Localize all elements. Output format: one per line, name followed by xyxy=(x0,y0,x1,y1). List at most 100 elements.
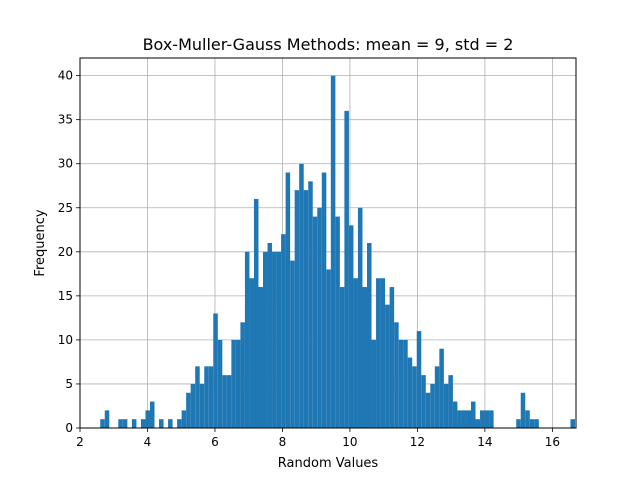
histogram-bar xyxy=(439,348,444,428)
histogram-bar xyxy=(321,172,327,428)
y-tick-label: 0 xyxy=(65,421,73,435)
histogram-bar xyxy=(443,383,449,428)
x-tick-label: 8 xyxy=(279,435,287,449)
histogram-bar xyxy=(434,366,440,428)
histogram-bar xyxy=(231,339,236,428)
histogram-bar xyxy=(421,375,426,428)
histogram-bar xyxy=(122,419,128,428)
histogram-bar xyxy=(290,260,295,428)
histogram-bar xyxy=(235,339,241,428)
y-tick-label: 40 xyxy=(58,69,73,83)
histogram-bar xyxy=(371,339,377,428)
y-tick-label: 30 xyxy=(58,157,73,171)
histogram-bar xyxy=(100,419,105,428)
histogram-bar xyxy=(258,287,264,428)
histogram-bars xyxy=(100,75,575,428)
histogram-bar xyxy=(484,410,490,428)
x-tick-label: 6 xyxy=(211,435,219,449)
histogram-bar xyxy=(385,304,390,428)
x-tick-label: 14 xyxy=(477,435,492,449)
histogram-bar xyxy=(159,419,164,428)
y-tick-label: 5 xyxy=(65,377,73,391)
histogram-bar xyxy=(357,207,363,428)
histogram-bar xyxy=(226,375,232,428)
y-tick-label: 10 xyxy=(58,333,73,347)
histogram-bar xyxy=(267,243,273,428)
histogram-bar xyxy=(457,410,462,428)
x-tick-label: 12 xyxy=(410,435,425,449)
histogram-bar xyxy=(326,269,331,428)
histogram-bar xyxy=(244,251,250,428)
histogram-bar xyxy=(104,410,110,428)
histogram-bar xyxy=(118,419,123,428)
y-tick-label: 15 xyxy=(58,289,73,303)
histogram-bar xyxy=(186,392,191,428)
histogram-bar xyxy=(398,339,404,428)
x-tick-label: 16 xyxy=(545,435,560,449)
histogram-bar xyxy=(199,383,205,428)
histogram-bar xyxy=(263,251,268,428)
histogram-bar xyxy=(452,401,458,428)
histogram-bar xyxy=(339,287,345,428)
histogram-bar xyxy=(516,419,521,428)
histogram-bar xyxy=(525,410,530,428)
y-tick-label: 20 xyxy=(58,245,73,259)
x-tick-label: 4 xyxy=(144,435,152,449)
histogram-bar xyxy=(303,190,309,428)
histogram-bar xyxy=(466,410,471,428)
histogram-bar xyxy=(312,216,318,428)
histogram-bar xyxy=(131,419,137,428)
histogram-bar xyxy=(367,243,372,428)
histogram-bar xyxy=(489,410,494,428)
histogram-bar xyxy=(276,251,282,428)
x-tick-label: 10 xyxy=(342,435,357,449)
histogram-bar xyxy=(149,401,155,428)
histogram-bar xyxy=(534,419,539,428)
histogram-bar xyxy=(470,401,476,428)
histogram-bar xyxy=(253,198,259,428)
histogram-bar xyxy=(213,313,218,428)
axes-frame xyxy=(79,57,577,429)
histogram-bar xyxy=(394,322,399,428)
y-axis-ticks: 0 5 10 15 20 25 30 35 40 xyxy=(58,69,80,435)
histogram-bar xyxy=(249,278,254,428)
histogram-bar xyxy=(308,181,313,428)
histogram-bar xyxy=(461,410,467,428)
histogram-bar xyxy=(403,339,408,428)
y-tick-label: 25 xyxy=(58,201,73,215)
histogram-bar xyxy=(344,110,349,428)
histogram-bar xyxy=(299,163,304,428)
histogram-bar xyxy=(240,322,245,428)
histogram-bar xyxy=(480,410,485,428)
y-axis-label: Frequency xyxy=(33,209,48,276)
histogram-bar xyxy=(412,366,417,428)
histogram-bar xyxy=(317,207,322,428)
histogram-bar xyxy=(475,419,481,428)
x-axis-ticks: 2 4 6 8 10 12 14 16 xyxy=(76,428,560,449)
y-tick-label: 35 xyxy=(58,113,73,127)
histogram-bar xyxy=(145,410,150,428)
histogram-bar xyxy=(389,287,395,428)
histogram-bar xyxy=(348,225,354,428)
histogram-bar xyxy=(181,410,187,428)
histogram-bar xyxy=(217,339,223,428)
histogram-bar xyxy=(407,357,413,428)
histogram-bar xyxy=(208,366,214,428)
histogram-bar xyxy=(376,278,381,428)
histogram-bar xyxy=(190,383,196,428)
histogram-bar xyxy=(380,278,386,428)
histogram-bar xyxy=(430,383,435,428)
histogram-bar xyxy=(222,375,227,428)
histogram-bar xyxy=(140,419,146,428)
histogram-bar xyxy=(425,392,431,428)
histogram-bar xyxy=(448,375,453,428)
histogram-bar xyxy=(168,419,173,428)
chart-title: Box-Muller-Gauss Methods: mean = 9, std … xyxy=(143,35,514,54)
x-tick-label: 2 xyxy=(76,435,84,449)
histogram-bar xyxy=(285,172,291,428)
histogram-bar xyxy=(529,419,535,428)
histogram-bar xyxy=(204,366,209,428)
histogram-bar xyxy=(281,234,286,428)
histogram-bar xyxy=(362,287,368,428)
